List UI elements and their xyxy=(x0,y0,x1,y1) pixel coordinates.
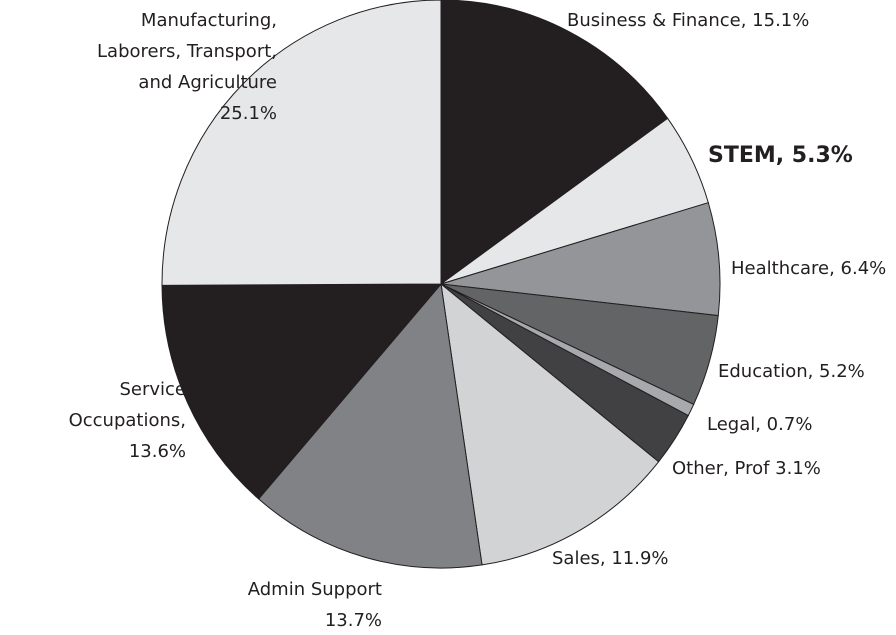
slice-label-line: Occupations, xyxy=(69,410,186,431)
slice-label-line: 13.7% xyxy=(325,610,382,631)
slice-label-line: Business & Finance, 15.1% xyxy=(567,10,809,31)
slice-label-line: Education, 5.2% xyxy=(718,361,865,382)
slice-label: Sales, 11.9% xyxy=(552,548,669,569)
slice-label-line: Legal, 0.7% xyxy=(707,414,812,435)
slice-label: Business & Finance, 15.1% xyxy=(567,10,809,31)
slice-label-line: Admin Support xyxy=(248,579,382,600)
pie-slice xyxy=(440,282,660,566)
pie-slice xyxy=(440,202,721,317)
slice-label-line: Service xyxy=(119,379,186,400)
slice-label: Manufacturing, Laborers, Transport, and Ag… xyxy=(97,10,277,124)
pie-slice xyxy=(161,0,442,286)
slice-label: Admin Support 13.7% xyxy=(248,579,382,631)
slice-label: Education, 5.2% xyxy=(718,361,865,382)
slice-label-line: 25.1% xyxy=(220,103,277,124)
slice-label-line: Manufacturing, xyxy=(141,10,277,31)
slice-label-line: Other, Prof 3.1% xyxy=(672,458,821,479)
slice-label: Healthcare, 6.4% xyxy=(731,258,886,279)
slice-label: STEM, 5.3% xyxy=(708,143,853,168)
slice-label-line: 13.6% xyxy=(129,441,186,462)
slice-label-line: Healthcare, 6.4% xyxy=(731,258,886,279)
slice-label-line: Laborers, Transport, xyxy=(97,41,277,62)
slice-label-line: and Agriculture xyxy=(138,72,277,93)
slice-label: Legal, 0.7% xyxy=(707,414,812,435)
pie-slice xyxy=(161,283,443,500)
slice-label-line: STEM, 5.3% xyxy=(708,143,853,168)
slice-label-line: Sales, 11.9% xyxy=(552,548,669,569)
pie-slice xyxy=(440,0,669,285)
slice-label: Service Occupations, 13.6% xyxy=(69,379,186,462)
slice-label: Other, Prof 3.1% xyxy=(672,458,821,479)
pie-slice xyxy=(257,282,483,569)
